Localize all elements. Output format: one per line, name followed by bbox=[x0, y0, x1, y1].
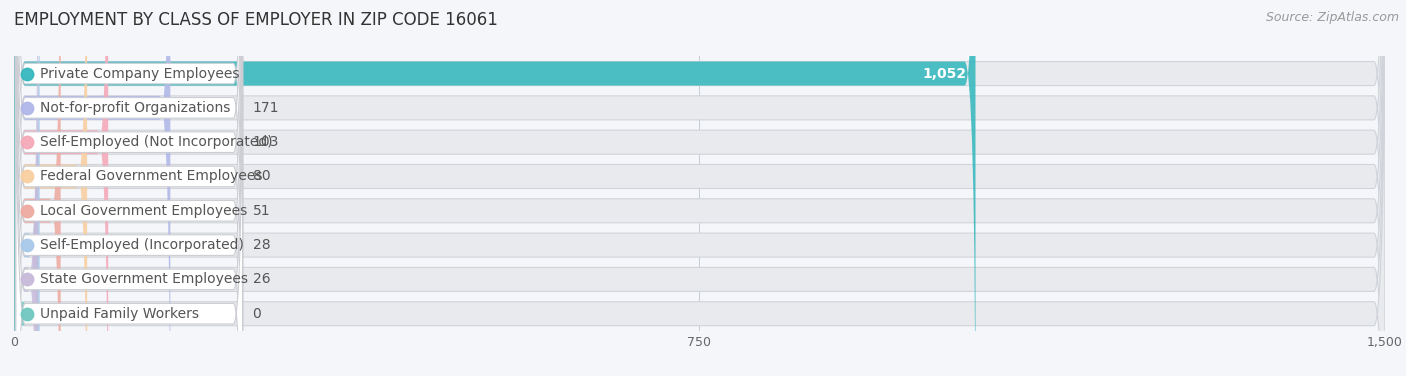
Text: Local Government Employees: Local Government Employees bbox=[39, 204, 247, 218]
Text: 0: 0 bbox=[253, 307, 262, 321]
FancyBboxPatch shape bbox=[15, 0, 243, 376]
FancyBboxPatch shape bbox=[15, 0, 243, 376]
FancyBboxPatch shape bbox=[14, 0, 108, 376]
FancyBboxPatch shape bbox=[14, 0, 1385, 376]
FancyBboxPatch shape bbox=[14, 0, 60, 376]
FancyBboxPatch shape bbox=[6, 0, 25, 376]
FancyBboxPatch shape bbox=[14, 0, 976, 376]
Text: Source: ZipAtlas.com: Source: ZipAtlas.com bbox=[1265, 11, 1399, 24]
FancyBboxPatch shape bbox=[15, 0, 243, 376]
FancyBboxPatch shape bbox=[14, 0, 1385, 376]
FancyBboxPatch shape bbox=[15, 0, 243, 376]
Text: 103: 103 bbox=[253, 135, 278, 149]
FancyBboxPatch shape bbox=[15, 0, 243, 376]
Text: Self-Employed (Incorporated): Self-Employed (Incorporated) bbox=[39, 238, 243, 252]
Text: State Government Employees: State Government Employees bbox=[39, 273, 247, 287]
FancyBboxPatch shape bbox=[15, 0, 243, 376]
FancyBboxPatch shape bbox=[14, 0, 38, 376]
FancyBboxPatch shape bbox=[15, 0, 243, 376]
FancyBboxPatch shape bbox=[14, 0, 39, 376]
FancyBboxPatch shape bbox=[14, 0, 170, 376]
Text: 26: 26 bbox=[253, 273, 270, 287]
Text: 80: 80 bbox=[253, 170, 270, 183]
FancyBboxPatch shape bbox=[15, 0, 243, 376]
Text: 1,052: 1,052 bbox=[922, 67, 966, 80]
FancyBboxPatch shape bbox=[14, 0, 1385, 376]
Text: Federal Government Employees: Federal Government Employees bbox=[39, 170, 262, 183]
Text: Private Company Employees: Private Company Employees bbox=[39, 67, 239, 80]
Text: 51: 51 bbox=[253, 204, 270, 218]
FancyBboxPatch shape bbox=[14, 0, 1385, 376]
Text: EMPLOYMENT BY CLASS OF EMPLOYER IN ZIP CODE 16061: EMPLOYMENT BY CLASS OF EMPLOYER IN ZIP C… bbox=[14, 11, 498, 29]
Text: 28: 28 bbox=[253, 238, 270, 252]
FancyBboxPatch shape bbox=[14, 0, 1385, 376]
Text: Self-Employed (Not Incorporated): Self-Employed (Not Incorporated) bbox=[39, 135, 273, 149]
FancyBboxPatch shape bbox=[14, 0, 1385, 376]
Text: Not-for-profit Organizations: Not-for-profit Organizations bbox=[39, 101, 231, 115]
FancyBboxPatch shape bbox=[14, 0, 87, 376]
FancyBboxPatch shape bbox=[14, 0, 1385, 376]
Text: Unpaid Family Workers: Unpaid Family Workers bbox=[39, 307, 198, 321]
FancyBboxPatch shape bbox=[14, 0, 1385, 376]
Text: 171: 171 bbox=[253, 101, 278, 115]
